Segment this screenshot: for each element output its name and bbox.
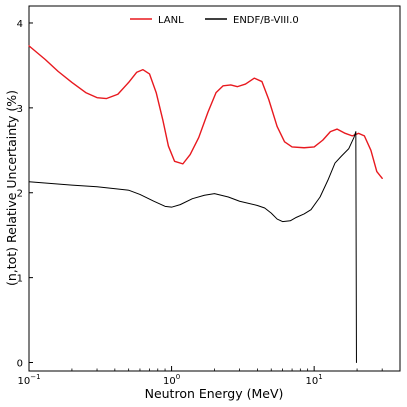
y-tick-label: 1 — [17, 274, 23, 285]
series-line-lanl — [28, 45, 383, 180]
x-tick-label: 101 — [306, 373, 323, 387]
series-layer — [28, 45, 383, 364]
y-tick-label: 2 — [17, 189, 23, 200]
x-tick-label: 10−1 — [17, 373, 40, 387]
legend-label: ENDF/B-VIII.0 — [233, 15, 299, 26]
y-tick-label: 0 — [17, 359, 23, 370]
x-ticks: 10−1 100 101 — [17, 366, 401, 387]
legend: LANL ENDF/B-VIII.0 — [130, 15, 299, 26]
y-axis-label: (n,tot) Relative Uncertainty (%) — [4, 90, 19, 286]
y-tick-label: 3 — [17, 104, 23, 115]
y-tick-label: 4 — [17, 19, 23, 30]
x-axis-label: Neutron Energy (MeV) — [145, 386, 284, 401]
plot-frame — [28, 5, 401, 372]
legend-label: LANL — [158, 15, 184, 26]
series-line-endf — [28, 131, 357, 364]
y-ticks: 0 1 2 3 4 — [17, 19, 33, 370]
x-tick-label: 100 — [163, 373, 180, 387]
